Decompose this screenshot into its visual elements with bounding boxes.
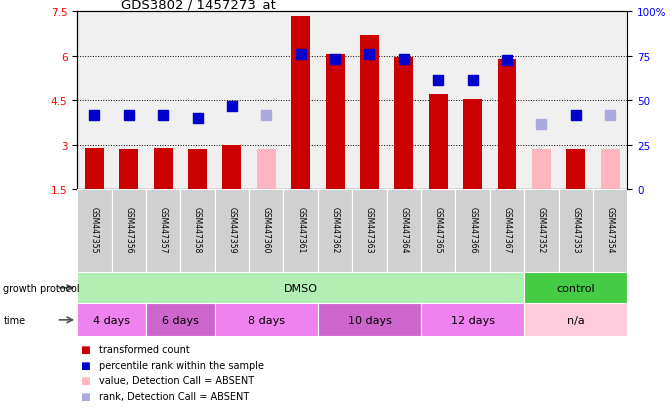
Point	[295, 52, 306, 59]
Text: GSM447361: GSM447361	[296, 206, 305, 253]
Bar	[188, 150, 207, 190]
Bar	[257, 150, 276, 190]
Text: value, Detection Call = ABSENT: value, Detection Call = ABSENT	[99, 375, 254, 385]
Point	[502, 58, 513, 64]
Text: GSM447352: GSM447352	[537, 206, 546, 253]
Bar	[85, 149, 104, 190]
Text: GSM447363: GSM447363	[365, 206, 374, 253]
Text: 10 days: 10 days	[348, 315, 391, 325]
Bar	[111, 190, 146, 273]
Bar	[386, 190, 421, 273]
Text: n/a: n/a	[567, 315, 584, 325]
Bar	[360, 36, 379, 190]
Bar	[154, 149, 172, 190]
Point	[158, 113, 168, 119]
Text: DMSO: DMSO	[284, 283, 317, 293]
Bar	[395, 58, 413, 190]
Text: 12 days: 12 days	[451, 315, 495, 325]
Text: 8 days: 8 days	[248, 315, 285, 325]
Bar	[421, 190, 456, 273]
Text: GSM447357: GSM447357	[158, 206, 168, 253]
Text: GSM447353: GSM447353	[571, 206, 580, 253]
Bar	[77, 304, 146, 337]
Text: 4 days: 4 days	[93, 315, 130, 325]
Point	[227, 104, 238, 110]
Bar	[524, 190, 558, 273]
Bar	[77, 273, 524, 304]
Bar	[318, 304, 421, 337]
Bar	[463, 100, 482, 190]
Bar	[223, 146, 242, 190]
Text: GSM447355: GSM447355	[90, 206, 99, 253]
Bar	[77, 190, 111, 273]
Text: GDS3802 / 1457273_at: GDS3802 / 1457273_at	[121, 0, 276, 11]
Point	[536, 121, 547, 128]
Text: GSM447367: GSM447367	[503, 206, 511, 253]
Text: GSM447366: GSM447366	[468, 206, 477, 253]
Text: GSM447362: GSM447362	[331, 206, 340, 253]
Point	[570, 113, 581, 119]
Bar	[352, 190, 386, 273]
Bar	[215, 304, 318, 337]
Point	[123, 113, 134, 119]
Bar	[283, 190, 318, 273]
Point	[605, 113, 615, 119]
Bar	[421, 304, 524, 337]
Bar	[524, 304, 627, 337]
Text: transformed count: transformed count	[99, 344, 190, 354]
Bar	[490, 190, 524, 273]
Text: GSM447354: GSM447354	[606, 206, 615, 253]
Bar	[429, 95, 448, 190]
Bar	[593, 190, 627, 273]
Text: time: time	[3, 315, 25, 325]
Text: GSM447358: GSM447358	[193, 206, 202, 253]
Text: percentile rank within the sample: percentile rank within the sample	[99, 360, 264, 370]
Text: GSM447365: GSM447365	[433, 206, 443, 253]
Bar	[498, 60, 517, 190]
Text: GSM447364: GSM447364	[399, 206, 409, 253]
Bar	[456, 190, 490, 273]
Text: GSM447360: GSM447360	[262, 206, 271, 253]
Bar	[291, 17, 310, 190]
Bar	[559, 190, 593, 273]
Bar	[119, 150, 138, 190]
Bar	[566, 150, 585, 190]
Bar	[318, 190, 352, 273]
Text: 6 days: 6 days	[162, 315, 199, 325]
Point	[364, 52, 375, 59]
Bar	[601, 150, 619, 190]
Bar	[146, 304, 215, 337]
Point	[192, 116, 203, 122]
Point	[261, 113, 272, 119]
Point	[467, 77, 478, 84]
Text: rank, Detection Call = ABSENT: rank, Detection Call = ABSENT	[99, 391, 250, 401]
Bar	[215, 190, 249, 273]
Bar	[532, 150, 551, 190]
Text: ■: ■	[81, 375, 91, 385]
Point	[89, 113, 100, 119]
Bar	[249, 190, 283, 273]
Point	[329, 57, 340, 63]
Text: growth protocol: growth protocol	[3, 283, 80, 293]
Text: ■: ■	[81, 344, 91, 354]
Text: control: control	[556, 283, 595, 293]
Bar	[180, 190, 215, 273]
Bar	[146, 190, 180, 273]
Point	[433, 77, 444, 84]
Bar	[325, 55, 344, 190]
Bar	[524, 273, 627, 304]
Text: ■: ■	[81, 360, 91, 370]
Point	[399, 57, 409, 63]
Text: GSM447356: GSM447356	[124, 206, 134, 253]
Text: GSM447359: GSM447359	[227, 206, 236, 253]
Text: ■: ■	[81, 391, 91, 401]
